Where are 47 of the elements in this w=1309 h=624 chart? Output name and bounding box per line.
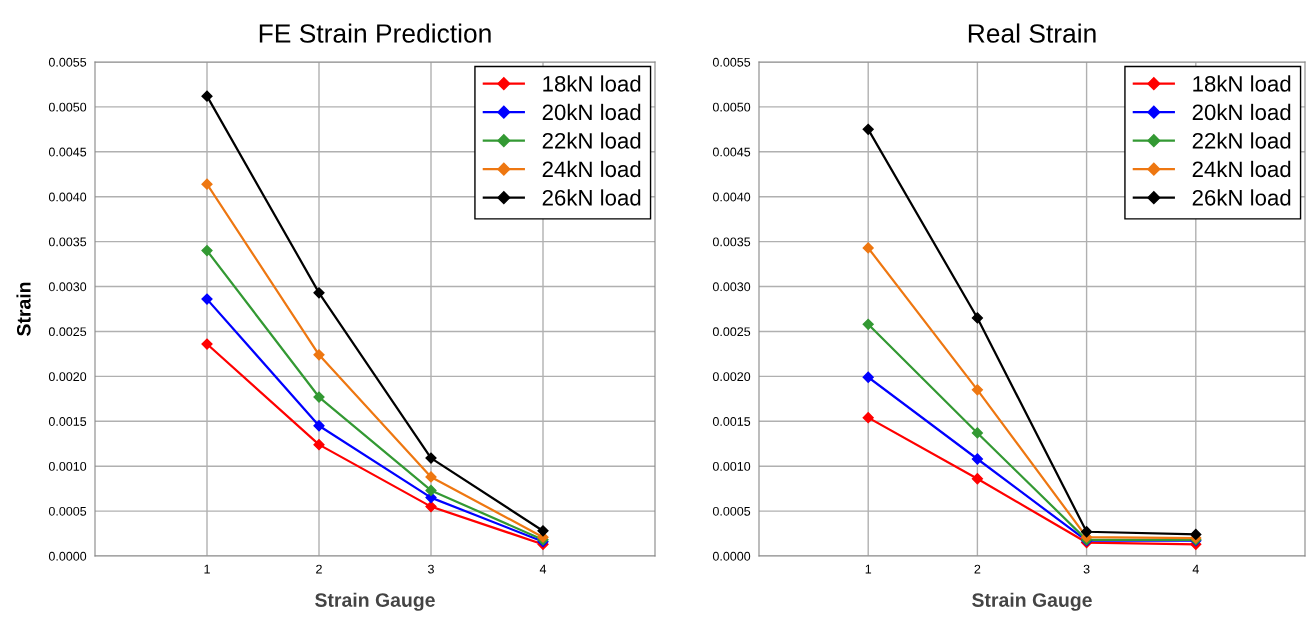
- x-tick-label: 1: [865, 564, 872, 574]
- chart-title: FE Strain Prediction: [259, 23, 491, 43]
- y-tick-label: 0.0010: [48, 461, 87, 471]
- y-tick-label: 0.0030: [712, 282, 751, 292]
- y-tick-label: 0.0015: [48, 417, 87, 426]
- x-tick-label: 3: [428, 564, 434, 574]
- legend-label: 22kN load: [542, 132, 641, 149]
- y-tick-label: 0.0055: [712, 57, 751, 67]
- y-tick-label: 0.0055: [48, 57, 87, 67]
- legend-label: 24kN load: [542, 160, 641, 178]
- y-tick-label: 0.0035: [712, 237, 751, 247]
- legend-label: 22kN load: [1192, 132, 1291, 149]
- y-tick-label: 0.0005: [48, 506, 87, 516]
- legend-label: 18kN load: [543, 75, 641, 92]
- y-tick-label: 0.0010: [712, 461, 751, 471]
- y-tick-label: 0.0025: [48, 327, 87, 337]
- x-tick-label: 2: [316, 564, 322, 574]
- y-tick-label: 0.0020: [712, 372, 751, 382]
- y-tick-label: 0.0025: [712, 327, 751, 337]
- y-tick-label: 0.0005: [712, 506, 751, 516]
- y-tick-label: 0.0000: [48, 551, 87, 561]
- x-tick-label: 4: [539, 564, 547, 574]
- y-tick-label: 0.0040: [712, 192, 751, 202]
- x-tick-label: 1: [204, 564, 210, 574]
- legend-label: 26kN load: [1192, 189, 1291, 206]
- chart-title: Real Strain: [968, 23, 1096, 43]
- y-tick-label: 0.0020: [48, 372, 87, 382]
- y-tick-label: 0.0015: [712, 417, 751, 426]
- y-tick-label: 0.0040: [48, 192, 87, 202]
- x-axis-title: Strain Gauge: [972, 592, 1092, 611]
- y-tick-label: 0.0030: [48, 282, 87, 292]
- legend-label: 24kN load: [1192, 160, 1291, 178]
- y-tick-label: 0.0050: [48, 102, 87, 112]
- y-tick-label: 0.0045: [712, 147, 751, 157]
- y-tick-label: 0.0050: [712, 102, 751, 112]
- x-tick-label: 4: [1192, 564, 1199, 574]
- x-axis-title: Strain Gauge: [315, 592, 435, 611]
- y-tick-label: 0.0035: [48, 237, 87, 247]
- y-tick-label: 0.0000: [712, 551, 751, 561]
- legend-label: 20kN load: [542, 103, 641, 121]
- y-axis-title: Strain: [16, 282, 31, 336]
- legend-label: 20kN load: [1192, 103, 1291, 121]
- y-tick-label: 0.0045: [48, 147, 87, 157]
- x-tick-label: 2: [974, 564, 981, 574]
- x-tick-label: 3: [1083, 564, 1090, 574]
- legend-label: 26kN load: [542, 189, 641, 206]
- legend-label: 18kN load: [1193, 75, 1291, 92]
